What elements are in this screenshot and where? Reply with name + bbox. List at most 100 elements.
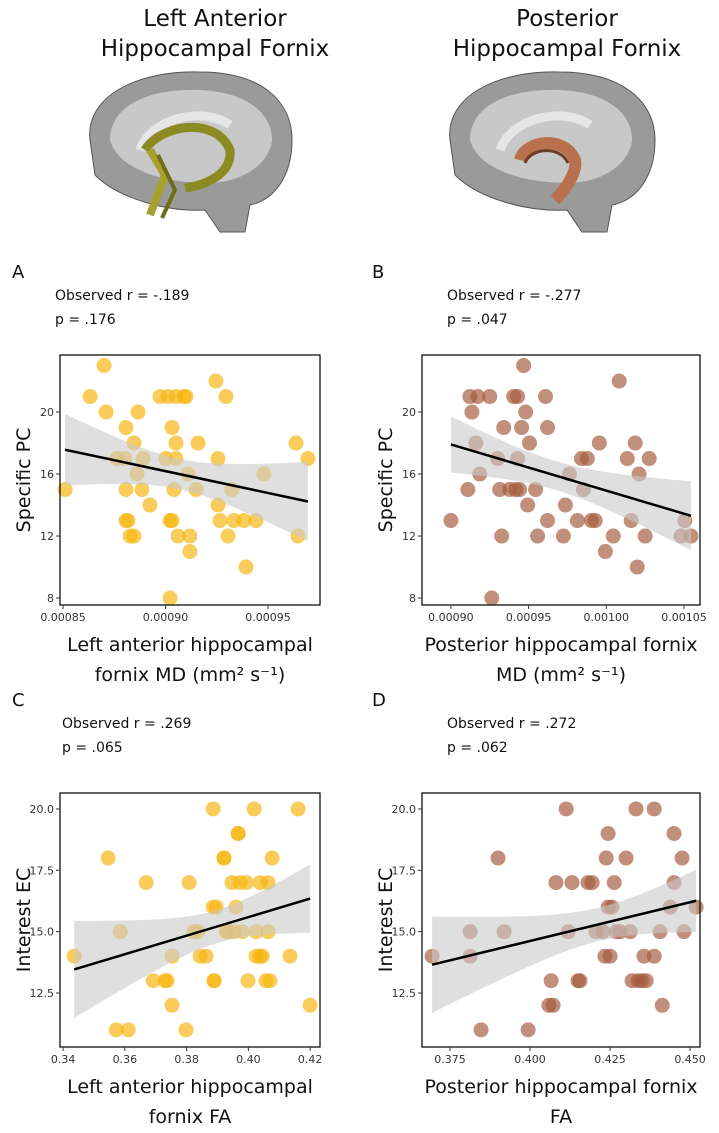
y-tick-label: 16 xyxy=(40,468,54,481)
plot-frame xyxy=(421,792,701,1048)
header-line: Left Anterior xyxy=(143,6,287,32)
data-point xyxy=(282,948,298,964)
y-tick-label: 8 xyxy=(409,592,416,605)
data-point xyxy=(569,513,585,529)
data-point xyxy=(638,973,654,989)
data-point xyxy=(118,482,134,498)
data-point xyxy=(230,825,246,841)
x-tick-label: 0.450 xyxy=(674,1053,706,1066)
confidence-band xyxy=(74,864,311,1018)
data-point xyxy=(220,528,236,544)
data-point xyxy=(605,528,621,544)
data-point xyxy=(212,513,228,529)
data-point xyxy=(540,420,556,436)
y-tick-label: 12 xyxy=(402,530,416,543)
data-point xyxy=(482,389,498,405)
data-point xyxy=(516,358,532,374)
x-axis-label: FA xyxy=(550,1106,572,1128)
y-tick-label: 20.0 xyxy=(392,803,417,816)
data-point xyxy=(238,875,254,891)
data-point xyxy=(126,528,142,544)
y-tick-label: 12.5 xyxy=(30,987,55,1000)
panel-label: C xyxy=(12,690,25,711)
data-point xyxy=(674,850,690,866)
data-point xyxy=(557,497,573,513)
data-point xyxy=(628,801,644,817)
data-point xyxy=(218,389,234,405)
data-point xyxy=(530,528,546,544)
data-point xyxy=(210,451,226,467)
data-point xyxy=(290,801,306,817)
data-point xyxy=(510,389,526,405)
x-axis-label: fornix FA xyxy=(149,1106,232,1128)
data-point xyxy=(130,404,146,420)
data-point xyxy=(159,973,175,989)
data-point xyxy=(484,590,500,606)
y-tick-label: 8 xyxy=(47,592,54,605)
data-point xyxy=(236,513,252,529)
plot-frame xyxy=(59,354,321,606)
x-axis-label: MD (mm² s⁻¹) xyxy=(496,664,626,686)
header-line: Posterior xyxy=(516,6,618,32)
x-tick-label: 0.00095 xyxy=(506,611,552,624)
data-point xyxy=(460,482,476,498)
annotation: Observed r = .272 xyxy=(447,716,576,732)
fit-line xyxy=(73,897,311,971)
data-point xyxy=(598,850,614,866)
plot-frame xyxy=(59,792,321,1048)
data-point xyxy=(490,850,506,866)
x-tick-label: 0.42 xyxy=(298,1053,323,1066)
data-point xyxy=(522,435,538,451)
x-tick-label: 0.38 xyxy=(174,1053,199,1066)
data-point xyxy=(178,1022,194,1038)
annotation: Observed r = .269 xyxy=(62,716,191,732)
data-point xyxy=(558,801,574,817)
x-tick-label: 0.00090 xyxy=(143,611,189,624)
data-point xyxy=(170,528,186,544)
data-point xyxy=(584,875,600,891)
brain-image xyxy=(449,71,656,233)
x-tick-label: 0.00095 xyxy=(245,611,291,624)
y-axis-label: Specific PC xyxy=(375,428,397,533)
fit-line xyxy=(431,899,697,966)
data-point xyxy=(164,420,180,436)
data-point xyxy=(464,404,480,420)
x-tick-label: 0.375 xyxy=(434,1053,466,1066)
data-point xyxy=(164,513,180,529)
data-point xyxy=(627,435,643,451)
data-point xyxy=(654,997,670,1013)
data-point xyxy=(646,948,662,964)
data-point xyxy=(168,435,184,451)
y-tick-label: 16 xyxy=(402,468,416,481)
x-tick-label: 0.00085 xyxy=(40,611,86,624)
x-axis-label: fornix MD (mm² s⁻¹) xyxy=(95,664,286,686)
y-axis-label: Specific PC xyxy=(13,428,35,533)
data-point xyxy=(666,825,682,841)
data-point xyxy=(512,482,528,498)
data-point xyxy=(540,513,556,529)
data-point xyxy=(514,420,530,436)
data-point xyxy=(96,358,112,374)
data-point xyxy=(555,528,571,544)
data-point xyxy=(543,973,559,989)
data-point xyxy=(182,544,198,560)
data-point xyxy=(181,875,197,891)
data-point xyxy=(473,1022,489,1038)
y-tick-label: 20 xyxy=(40,406,54,419)
x-tick-label: 0.400 xyxy=(514,1053,546,1066)
data-point xyxy=(618,850,634,866)
data-point xyxy=(587,513,603,529)
data-point xyxy=(178,389,194,405)
data-point xyxy=(520,497,536,513)
data-point xyxy=(254,948,270,964)
data-point xyxy=(611,373,627,389)
data-point xyxy=(629,559,645,575)
y-axis-label: Interest EC xyxy=(375,868,397,973)
data-point xyxy=(142,497,158,513)
x-tick-label: 0.425 xyxy=(594,1053,626,1066)
data-point xyxy=(494,528,510,544)
data-point xyxy=(120,1022,136,1038)
header-line: Hippocampal Fornix xyxy=(101,36,330,62)
data-point xyxy=(190,435,206,451)
annotation: Observed r = -.277 xyxy=(447,288,581,304)
